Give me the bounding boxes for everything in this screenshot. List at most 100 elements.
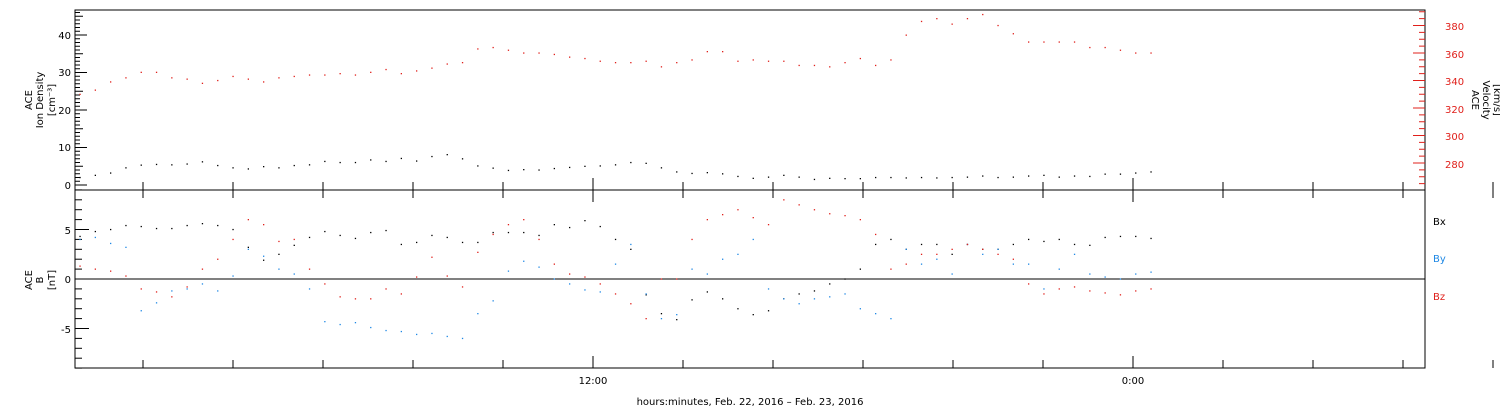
- bz-point: [400, 293, 402, 295]
- velocity-axis-title: [km/s]: [1491, 84, 1500, 116]
- density-point: [446, 154, 448, 156]
- by-point: [584, 289, 586, 291]
- bx-point: [798, 293, 800, 295]
- x-tick-label: 12:00: [579, 376, 608, 387]
- by-point: [783, 298, 785, 300]
- density-point: [247, 168, 249, 170]
- velocity-point: [982, 13, 984, 16]
- y-tick-label-b: 0: [65, 275, 71, 286]
- bz-point: [94, 268, 96, 270]
- bz-point: [201, 268, 204, 270]
- by-point: [1043, 288, 1045, 290]
- velocity-point: [599, 60, 601, 62]
- density-point: [737, 175, 739, 178]
- by-point: [507, 270, 510, 272]
- by-point: [431, 332, 433, 335]
- by-point: [140, 310, 142, 312]
- bz-point: [1058, 288, 1060, 290]
- bx-point: [263, 259, 265, 261]
- velocity-point: [645, 60, 647, 62]
- bz-point: [461, 286, 464, 288]
- bx-point: [936, 243, 938, 246]
- density-point: [1135, 172, 1137, 174]
- bx-point: [676, 319, 678, 321]
- by-point: [569, 283, 571, 285]
- velocity-point: [232, 75, 234, 78]
- bz-point: [308, 268, 311, 270]
- bx-point: [951, 253, 953, 255]
- y-tick-label-velocity: 320: [1445, 105, 1464, 116]
- velocity-point: [875, 64, 877, 67]
- by-point: [186, 288, 188, 290]
- velocity-point: [1104, 46, 1106, 49]
- bx-point: [217, 224, 219, 227]
- bx-point: [523, 231, 525, 234]
- velocity-point: [569, 56, 571, 58]
- density-point: [370, 159, 372, 161]
- by-point: [767, 288, 770, 290]
- bx-point: [890, 238, 892, 241]
- by-point: [813, 298, 816, 300]
- density-point: [538, 169, 540, 171]
- by-point: [829, 296, 831, 298]
- bz-point: [446, 275, 448, 277]
- bz-point: [829, 213, 831, 215]
- by-point: [232, 275, 234, 277]
- by-point: [706, 273, 708, 275]
- y-tick-label-density: 30: [58, 68, 71, 79]
- density-point: [859, 178, 861, 180]
- bx-point: [1012, 243, 1014, 246]
- bx-point: [110, 228, 112, 231]
- density-point: [110, 172, 112, 174]
- by-point: [79, 238, 81, 241]
- bz-point: [263, 224, 265, 226]
- density-point: [201, 161, 204, 163]
- bx-point: [308, 236, 311, 239]
- density-point: [507, 169, 510, 172]
- by-point: [1135, 273, 1137, 275]
- density-point: [354, 161, 357, 164]
- y-tick-label-velocity: 380: [1445, 22, 1464, 33]
- velocity-point: [339, 73, 341, 75]
- velocity-point: [94, 89, 96, 91]
- by-point: [997, 248, 999, 250]
- bx-point: [859, 268, 861, 270]
- bz-point: [431, 256, 433, 258]
- bx-point: [400, 243, 402, 246]
- velocity-point: [1089, 46, 1091, 49]
- velocity-point: [324, 74, 326, 76]
- bx-point: [920, 243, 923, 246]
- bx-point: [171, 227, 173, 230]
- velocity-point: [293, 75, 295, 78]
- velocity-point: [507, 49, 510, 51]
- bx-point: [232, 228, 234, 231]
- bz-point: [416, 276, 418, 278]
- bx-point: [844, 278, 846, 280]
- velocity-point: [660, 66, 663, 68]
- bx-point: [660, 313, 663, 315]
- velocity-point: [354, 74, 357, 76]
- density-axis-title: [cm⁻³]: [47, 84, 58, 116]
- by-point: [691, 268, 693, 270]
- velocity-point: [584, 57, 586, 60]
- bx-point: [446, 236, 448, 239]
- bz-point: [691, 238, 693, 241]
- bz-point: [920, 253, 923, 255]
- bx-point: [431, 234, 433, 237]
- by-point: [599, 291, 601, 293]
- density-point: [155, 163, 158, 166]
- bx-point: [829, 283, 831, 285]
- bz-point: [553, 263, 555, 265]
- density-point: [339, 161, 341, 164]
- density-point: [936, 177, 938, 179]
- velocity-point: [278, 77, 280, 79]
- density-point: [293, 164, 295, 167]
- bx-point: [1073, 243, 1076, 246]
- density-point: [798, 176, 800, 178]
- density-point: [217, 164, 219, 167]
- y-tick-label-b: 5: [65, 226, 71, 237]
- velocity-point: [859, 57, 861, 60]
- bz-point: [660, 278, 663, 280]
- bz-point: [538, 238, 540, 241]
- velocity-point: [1058, 41, 1060, 43]
